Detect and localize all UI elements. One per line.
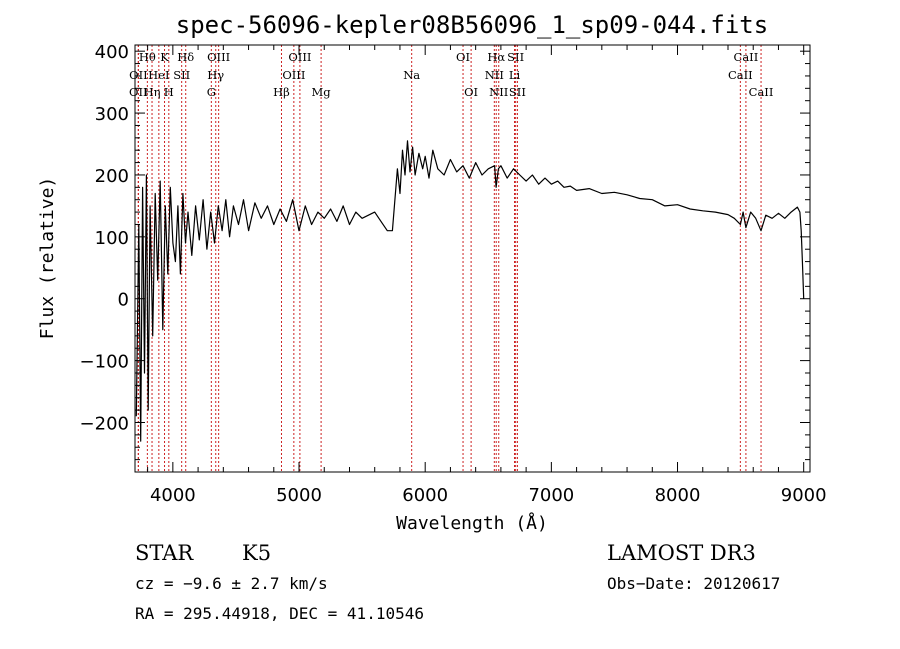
y-axis-label: Flux (relative) (37, 177, 58, 340)
line-marker-label: Hγ (207, 68, 224, 82)
line-marker-label: Hθ (139, 50, 156, 64)
line-marker-label: OIII (207, 50, 230, 64)
chart-title: spec-56096-kepler08B56096_1_sp09-044.fit… (176, 11, 768, 39)
line-marker-label: H (164, 85, 174, 99)
line-marker-label: CaII (749, 85, 774, 99)
redshift-cz: cz = −9.6 ± 2.7 km/s (135, 574, 328, 593)
line-marker-label: Hβ (273, 85, 290, 99)
y-tick-label: −200 (80, 413, 129, 434)
y-tick-label: 0 (118, 290, 129, 311)
line-marker-label: HeI (148, 68, 169, 82)
observation-date: Obs−Date: 20120617 (607, 574, 780, 593)
line-marker-label: Hη (144, 85, 161, 99)
line-marker-label: Li (509, 68, 521, 82)
object-subclass: K5 (242, 541, 271, 565)
axis-ticks: 4000 5000 6000 7000 8000 9000 −200 −100 0 100 200 3… (80, 42, 827, 506)
line-marker-label: Mg (312, 85, 332, 99)
x-tick-label: 6000 (402, 485, 448, 506)
x-tick-label: 7000 (528, 485, 574, 506)
line-marker-label: OII (129, 68, 148, 82)
x-tick-label: 9000 (781, 485, 827, 506)
line-marker-label: OI (464, 85, 478, 99)
line-marker-label: Hδ (177, 50, 194, 64)
y-tick-label: 300 (95, 104, 129, 125)
line-marker-label: OIII (282, 68, 305, 82)
x-tick-label: 8000 (655, 485, 701, 506)
y-tick-label: 200 (95, 166, 129, 187)
plot-frame (134, 44, 811, 473)
line-marker-label: NII (485, 68, 504, 82)
object-class: STAR (135, 541, 194, 565)
line-marker-label: SII (173, 68, 190, 82)
line-marker-label: OIII (288, 50, 311, 64)
line-markers (137, 45, 762, 472)
survey-name: LAMOST DR3 (607, 541, 756, 565)
line-marker-label: CaII (734, 50, 759, 64)
line-marker-label: OI (456, 50, 470, 64)
x-tick-label: 5000 (276, 485, 322, 506)
spectrum-series-line (135, 140, 805, 442)
line-marker-label: G (207, 85, 216, 99)
line-marker-label: Hα (487, 50, 505, 64)
line-marker-label: CaII (728, 68, 753, 82)
x-tick-label: 4000 (150, 485, 196, 506)
line-marker-label: K (160, 50, 169, 64)
line-marker-label: SII (509, 85, 526, 99)
line-marker-label: SII (507, 50, 524, 64)
y-tick-label: 400 (95, 42, 129, 63)
line-marker-label: NII (489, 85, 508, 99)
line-marker-label: OII (129, 85, 148, 99)
coordinates: RA = 295.44918, DEC = 41.10546 (135, 604, 424, 623)
line-marker-label: Na (403, 68, 420, 82)
y-tick-label: 100 (95, 228, 129, 249)
x-axis-label: Wavelength (Å) (396, 512, 548, 534)
y-tick-label: −100 (80, 352, 129, 373)
